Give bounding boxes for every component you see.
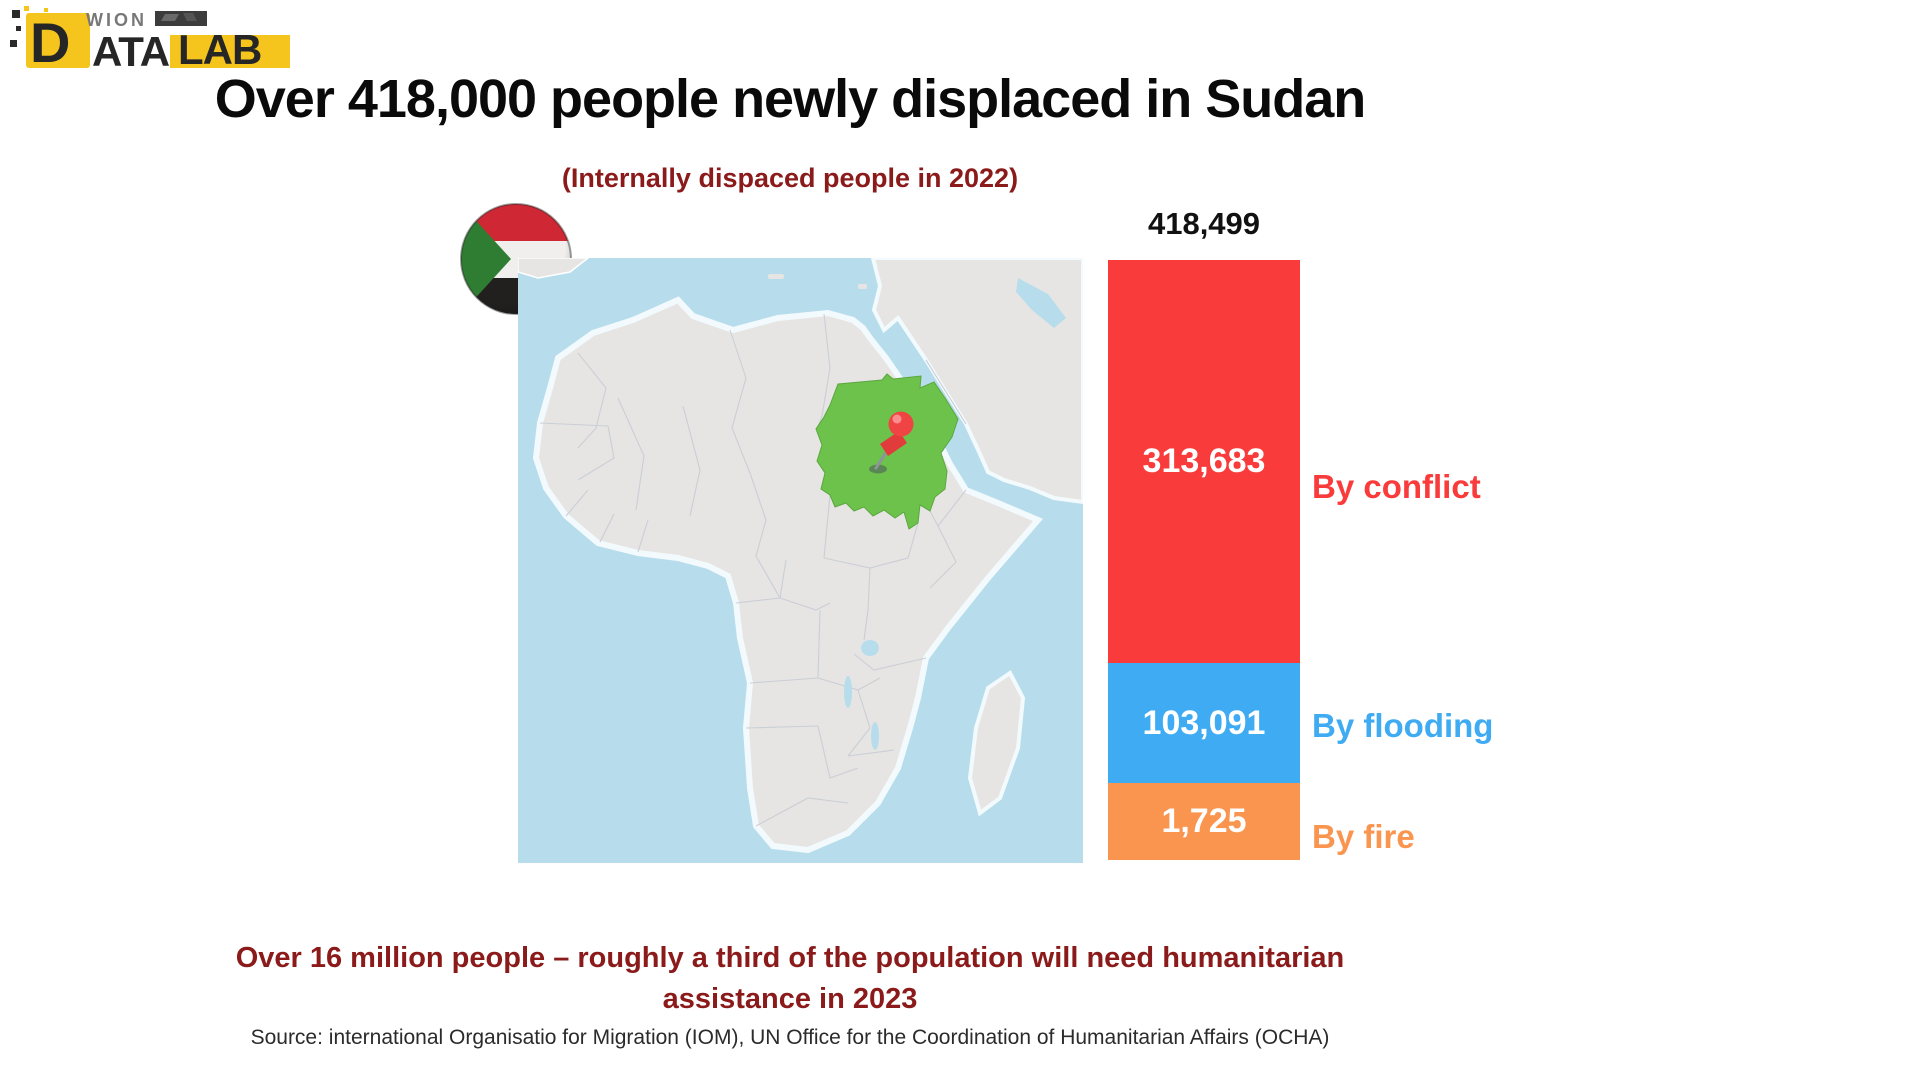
logo-glitch-graphic bbox=[155, 11, 207, 26]
map-country-borders bbox=[539, 313, 967, 827]
logo-pixel-decoration bbox=[16, 26, 21, 31]
logo-ata-text: ATA bbox=[92, 28, 170, 75]
bar-segment-conflict: 313,683 bbox=[1108, 260, 1300, 663]
bar-value-conflict: 313,683 bbox=[1142, 442, 1266, 480]
bar-value-fire: 1,725 bbox=[1161, 802, 1247, 840]
logo-yellow-square bbox=[26, 13, 90, 68]
logo-pixel-decoration bbox=[10, 40, 17, 47]
bar-total-value: 418,499 bbox=[1147, 206, 1261, 241]
category-label-conflict: By conflict bbox=[1312, 468, 1481, 505]
africa-map bbox=[518, 258, 1083, 863]
logo-pixel-decoration bbox=[44, 8, 48, 12]
bar-segment-fire: 1,725 bbox=[1108, 783, 1300, 860]
logo-wion-text: WION bbox=[86, 10, 147, 30]
logo-lab-yellow-box bbox=[170, 35, 290, 68]
footer-note: Over 16 million people – roughly a third… bbox=[0, 938, 1580, 1020]
stacked-bar: 313,683 103,091 1,725 bbox=[1108, 260, 1300, 860]
source-line: Source: international Organisatio for Mi… bbox=[250, 1026, 1330, 1049]
page-title: Over 418,000 people newly displaced in S… bbox=[214, 69, 1366, 129]
bar-value-flooding: 103,091 bbox=[1142, 703, 1266, 742]
bar-segment-flooding: 103,091 bbox=[1108, 663, 1300, 783]
page-subtitle: (Internally dispaced people in 2022) bbox=[561, 163, 1019, 193]
logo-lab-text: LAB bbox=[178, 26, 262, 73]
logo-pixel-decoration bbox=[24, 6, 29, 11]
map-madagascar bbox=[967, 670, 1026, 817]
category-label-fire: By fire bbox=[1312, 818, 1415, 855]
logo-letter-d: D bbox=[30, 11, 70, 74]
footer-note-text: Over 16 million people – roughly a third… bbox=[235, 942, 1345, 1016]
category-label-flooding: By flooding bbox=[1312, 707, 1494, 744]
logo-pixel-decoration bbox=[12, 10, 20, 18]
map-pushpin-icon bbox=[869, 411, 914, 474]
wion-datalab-logo: D WION ATA LAB bbox=[10, 4, 310, 75]
